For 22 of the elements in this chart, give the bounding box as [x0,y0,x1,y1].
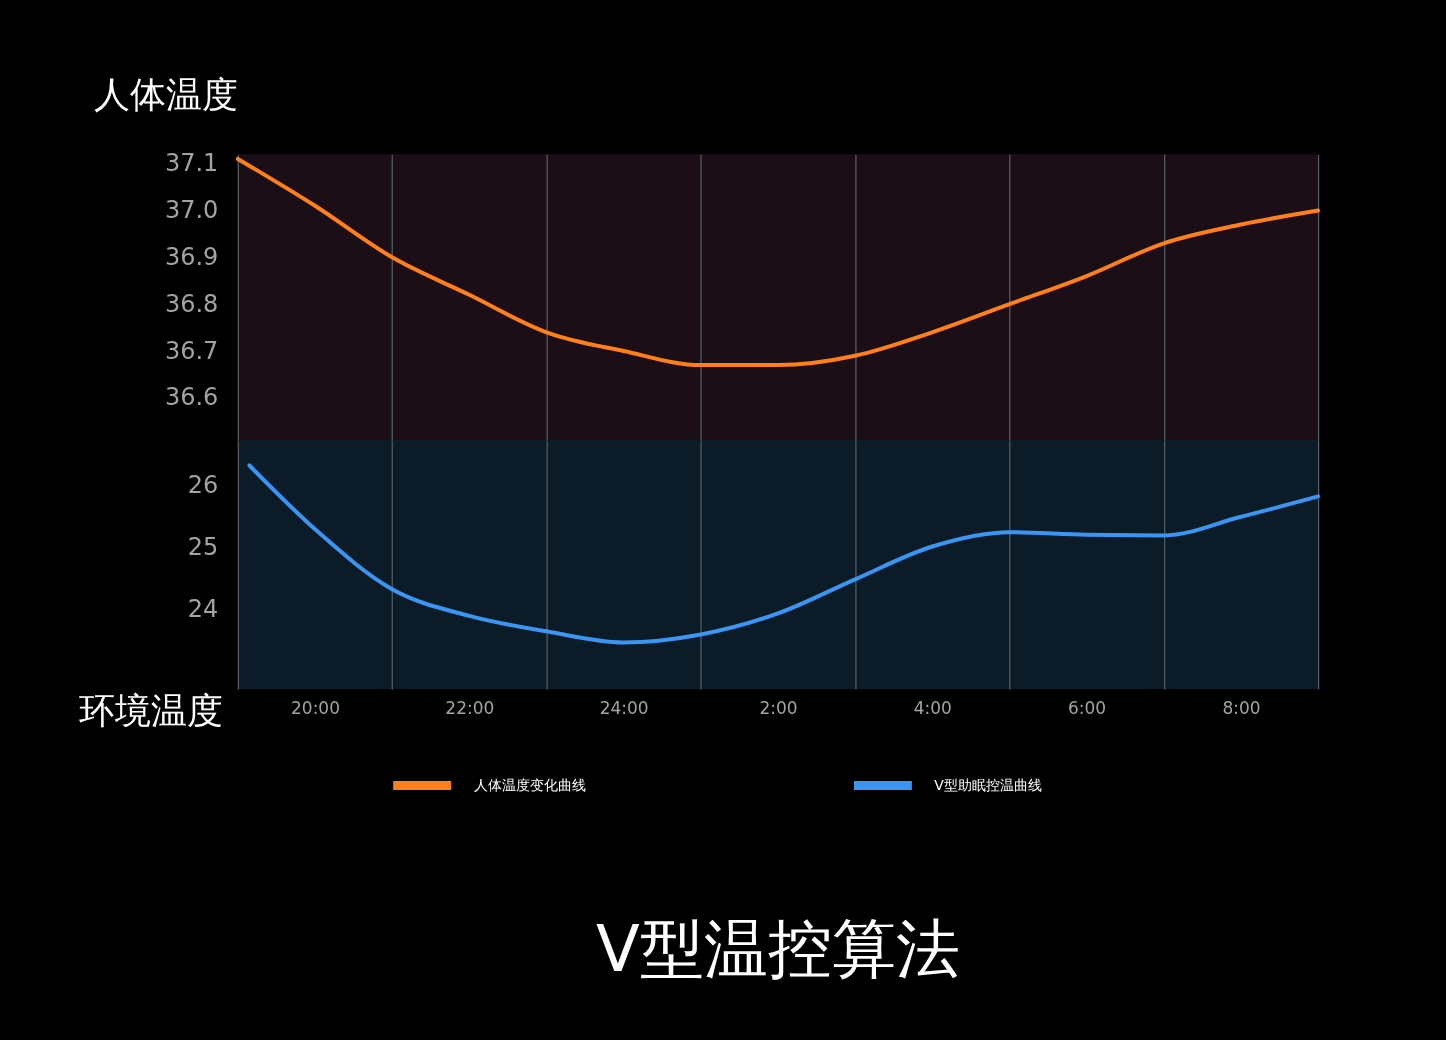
y-tick-label: 36.8 [164,289,219,318]
y-tick-label: 37.0 [164,195,219,224]
x-tick-label: 22:00 [445,698,495,719]
x-tick-label: 2:00 [759,698,798,719]
y-axis-title: 人体温度 [94,73,239,115]
y-tick-label: 36.6 [164,383,219,412]
y-tick-label: 37.1 [164,149,219,178]
text: V型温控算法 [596,911,960,986]
x-tick-label: 24:00 [599,698,649,719]
y-tick-label: 24 [187,595,219,624]
x-tick-label: 8:00 [1222,698,1261,719]
y-tick-label: 36.9 [164,242,219,271]
y-tick-label: 25 [187,533,219,562]
y-tick-label: 36.7 [164,336,219,365]
legend-label: 人体温度变化曲线 [473,776,586,793]
y-tick-label: 26 [187,471,219,500]
x-tick-label: 4:00 [913,698,952,719]
legend-label: V型助眠控温曲线 [934,776,1042,793]
y-axis-title: 环境温度 [79,690,224,732]
x-tick-label: 20:00 [291,698,340,719]
x-tick-label: 6:00 [1068,698,1107,719]
line-series [235,156,1321,368]
